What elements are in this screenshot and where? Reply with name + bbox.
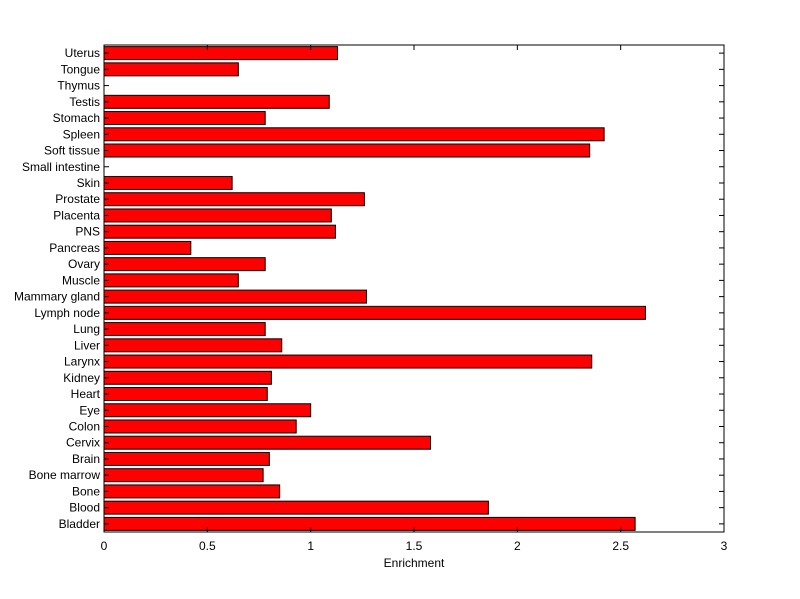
y-axis: Bladder Blood Bone Bone marrow Brain Cervix Co…: [14, 46, 724, 531]
bar: [103, 224, 336, 239]
x-tick-label: 1.5: [406, 539, 423, 553]
bar: [103, 111, 266, 126]
bar: [103, 305, 646, 320]
bar: [103, 322, 266, 337]
bar-group: [103, 46, 646, 531]
y-tick-label: Uterus: [65, 46, 100, 60]
y-tick-label: Larynx: [64, 355, 100, 369]
x-tick-label: 3: [721, 539, 728, 553]
bar: [103, 354, 593, 369]
y-tick-label: Bladder: [59, 517, 100, 531]
bar: [103, 62, 239, 77]
bar: [103, 370, 272, 385]
y-tick-label: Cervix: [66, 436, 100, 450]
y-tick-label: Tongue: [61, 62, 101, 76]
y-tick-label: Muscle: [62, 273, 100, 287]
bar: [103, 435, 432, 450]
y-tick-label: Ovary: [68, 257, 100, 271]
y-tick-label: Lung: [73, 322, 100, 336]
x-tick-label: 2.5: [612, 539, 629, 553]
bar: [103, 403, 312, 418]
y-tick-label: Placenta: [53, 208, 100, 222]
x-tick-label: 0.5: [199, 539, 216, 553]
y-tick-label: Kidney: [63, 371, 100, 385]
y-tick-label: Heart: [71, 387, 101, 401]
bar: [103, 387, 268, 402]
bar: [103, 451, 270, 466]
y-tick-label: Soft tissue: [44, 144, 100, 158]
y-tick-label: Colon: [69, 419, 100, 433]
y-tick-label: Bone marrow: [29, 468, 101, 482]
y-tick-label: Eye: [79, 403, 100, 417]
bar: [103, 338, 283, 353]
bar: [103, 273, 239, 288]
plot-area: [103, 44, 725, 533]
x-tick-label: 0: [101, 539, 108, 553]
y-tick-label: Spleen: [63, 127, 100, 141]
y-tick-label: Stomach: [53, 111, 100, 125]
bar: [103, 94, 330, 109]
y-tick-label: PNS: [75, 225, 100, 239]
y-tick-label: Thymus: [57, 79, 100, 93]
y-tick-label: Skin: [77, 176, 100, 190]
bar: [103, 419, 297, 434]
x-axis: 0 0.5 1 1.5 2 2.5 3: [101, 45, 728, 553]
bar: [103, 257, 266, 272]
bar: [103, 192, 365, 207]
y-tick-label: Brain: [72, 452, 100, 466]
bar: [103, 240, 192, 255]
x-tick-label: 2: [514, 539, 521, 553]
bar: [103, 500, 489, 515]
bar: [103, 208, 332, 223]
bar: [103, 175, 233, 190]
bar: [103, 484, 281, 499]
y-tick-label: Mammary gland: [14, 290, 100, 304]
y-tick-label: Small intestine: [22, 160, 100, 174]
bar: [103, 289, 367, 304]
bar: [103, 468, 264, 483]
y-tick-label: Lymph node: [34, 306, 100, 320]
y-tick-label: Blood: [69, 501, 100, 515]
x-axis-title: Enrichment: [384, 556, 445, 570]
bar: [103, 46, 339, 61]
y-tick-label: Liver: [74, 338, 100, 352]
y-tick-label: Bone: [72, 484, 100, 498]
y-tick-label: Testis: [69, 95, 100, 109]
x-tick-label: 1: [307, 539, 314, 553]
bar: [103, 516, 636, 531]
y-tick-label: Pancreas: [49, 241, 100, 255]
y-tick-label: Prostate: [55, 192, 100, 206]
bar: [103, 143, 591, 158]
bar: [103, 127, 605, 142]
